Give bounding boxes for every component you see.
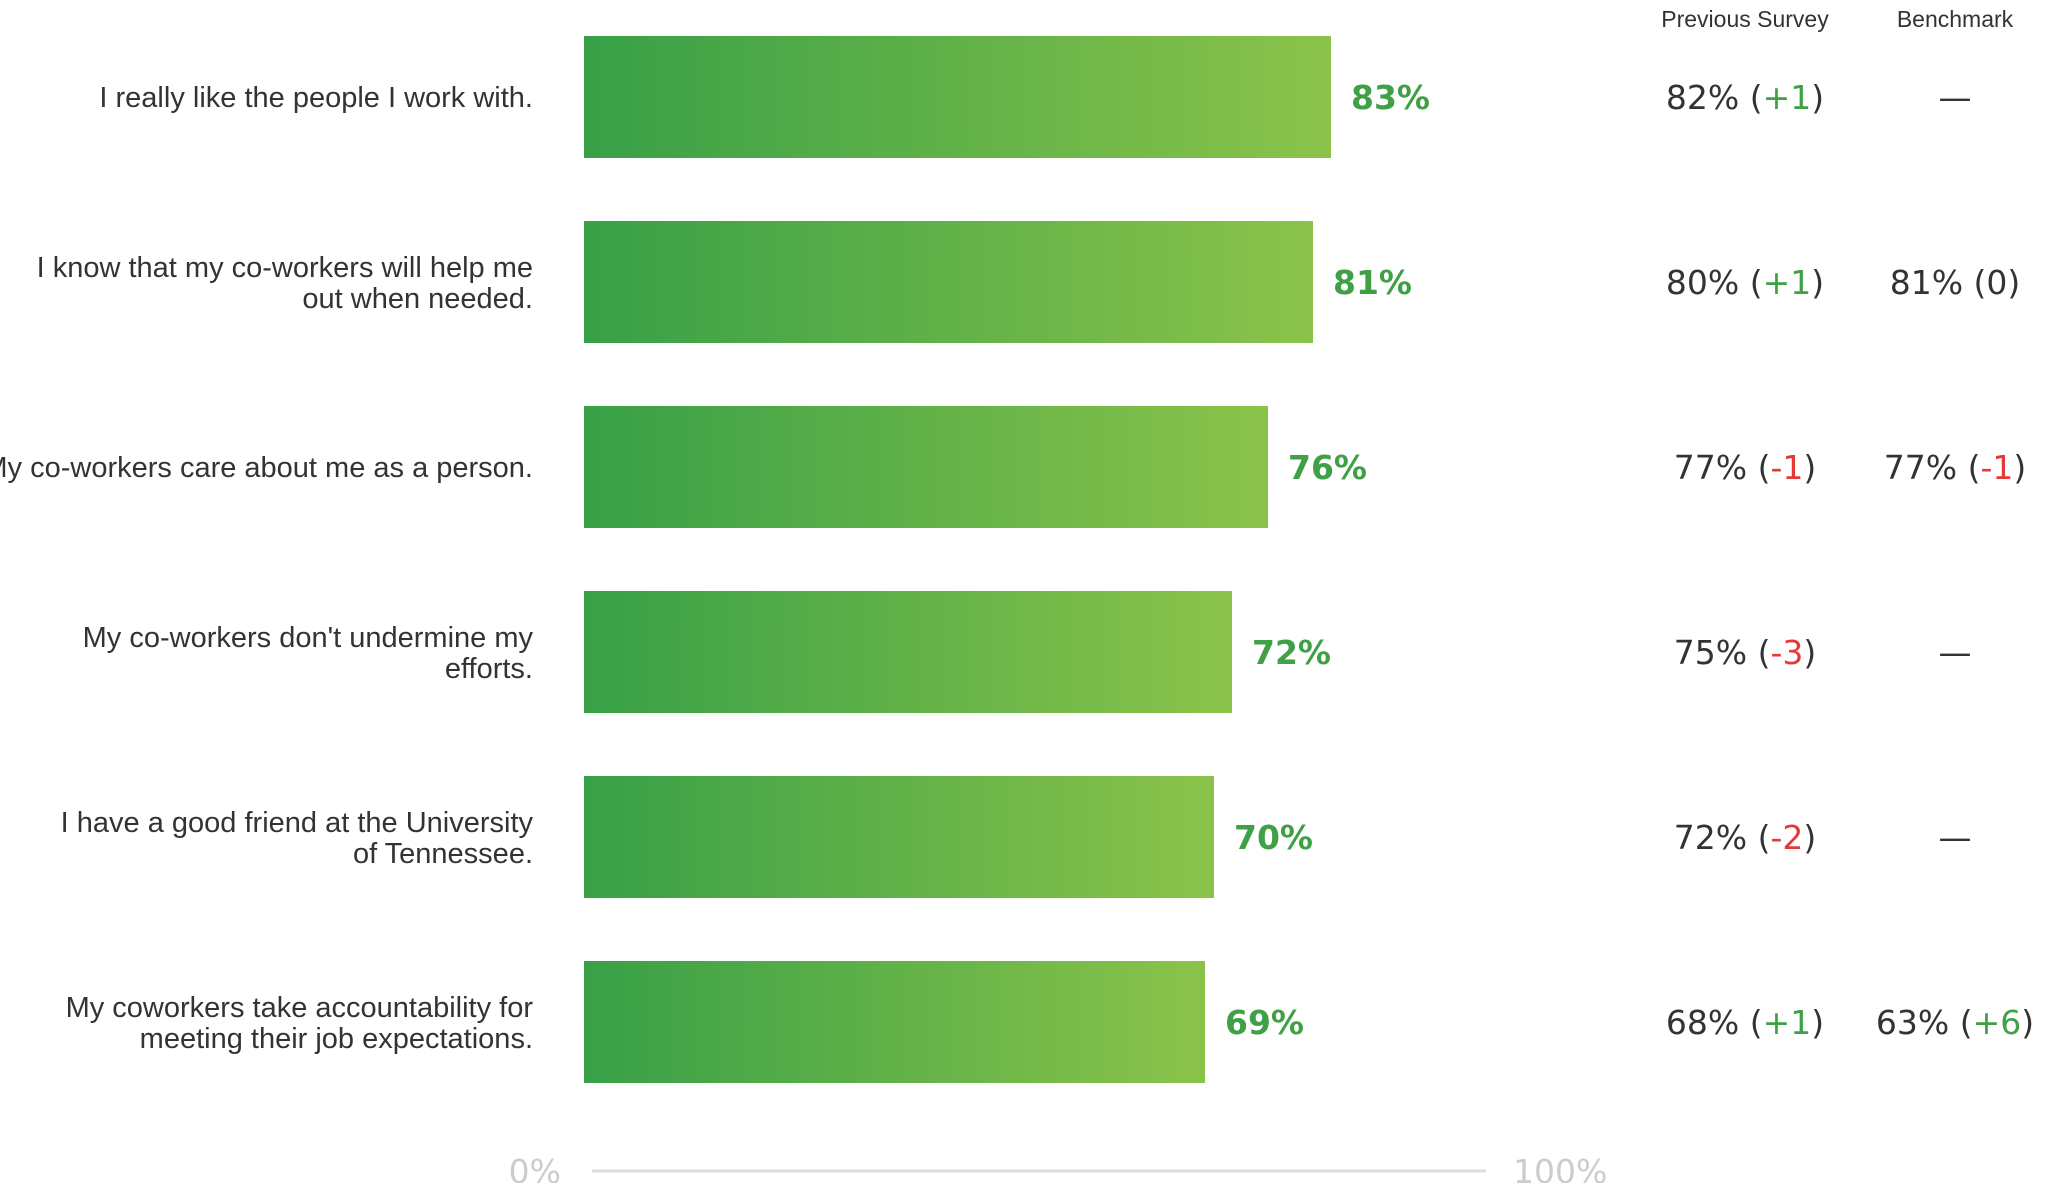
previous-survey-percent: 75% (	[1674, 633, 1771, 672]
bar-value-label: 70%	[1234, 818, 1313, 857]
bar	[584, 591, 1232, 713]
chart-row: I have a good friend at the University of…	[61, 776, 1972, 898]
benchmark-value: 77% (-1)	[1884, 448, 2027, 487]
previous-survey-percent: 77% (	[1674, 448, 1771, 487]
bar-value-label: 83%	[1351, 78, 1430, 117]
category-label: I have a good friend at the University of…	[61, 807, 534, 870]
previous-survey-header: Previous Survey	[1661, 6, 1829, 32]
bar-value-label: 69%	[1225, 1003, 1304, 1042]
previous-survey-value: 77% (-1)	[1674, 448, 1817, 487]
category-label: My coworkers take accountability for meet…	[66, 992, 534, 1055]
chart-row: My co-workers care about me as a person.…	[0, 406, 2026, 528]
previous-survey-value: 82% (+1)	[1666, 78, 1824, 117]
chart-row: My coworkers take accountability for meet…	[66, 961, 2034, 1083]
benchmark-delta: +6	[1973, 1003, 2022, 1042]
benchmark-value: —	[1939, 818, 1972, 857]
benchmark-header: Benchmark	[1897, 6, 2014, 32]
bar-value-label: 76%	[1288, 448, 1367, 487]
category-label: I know that my co-workers will help me ou…	[37, 252, 533, 315]
chart-row: I really like the people I work with. 83%…	[99, 36, 1972, 158]
previous-survey-value: 72% (-2)	[1674, 818, 1817, 857]
chart-rows: I really like the people I work with. 83%…	[0, 36, 2034, 1083]
previous-survey-delta: +1	[1763, 1003, 1812, 1042]
x-axis: 0% 100%	[509, 1152, 1608, 1183]
category-label: My co-workers don't undermine my efforts.	[83, 622, 534, 685]
previous-survey-percent: 68% (	[1666, 1003, 1763, 1042]
previous-survey-delta: -1	[1770, 448, 1803, 487]
previous-survey-percent: 72% (	[1674, 818, 1771, 857]
benchmark-percent: 77% (	[1884, 448, 1981, 487]
benchmark-value: 63% (+6)	[1876, 1003, 2034, 1042]
previous-survey-value: 68% (+1)	[1666, 1003, 1824, 1042]
benchmark-value: 81% (0)	[1890, 263, 2021, 302]
benchmark-value: —	[1939, 78, 1972, 117]
benchmark-value: —	[1939, 633, 1972, 672]
previous-survey-percent: 80% (	[1666, 263, 1763, 302]
x-tick-label: 0%	[509, 1152, 561, 1183]
benchmark-percent: 63% (	[1876, 1003, 1973, 1042]
bar-value-label: 72%	[1252, 633, 1331, 672]
x-tick-label: 100%	[1513, 1152, 1607, 1183]
bar	[584, 36, 1331, 158]
previous-survey-value: 80% (+1)	[1666, 263, 1824, 302]
bar	[584, 961, 1205, 1083]
previous-survey-percent: 82% (	[1666, 78, 1763, 117]
benchmark-delta: -1	[1980, 448, 2013, 487]
previous-survey-delta: -2	[1770, 818, 1803, 857]
category-label: I really like the people I work with.	[99, 82, 533, 114]
previous-survey-delta: +1	[1763, 78, 1812, 117]
bar-value-label: 81%	[1333, 263, 1412, 302]
previous-survey-value: 75% (-3)	[1674, 633, 1817, 672]
bar	[584, 776, 1214, 898]
bar	[584, 221, 1313, 343]
previous-survey-delta: -3	[1770, 633, 1803, 672]
benchmark-delta: 0	[1986, 263, 2007, 302]
bar	[584, 406, 1268, 528]
chart-row: I know that my co-workers will help me ou…	[37, 221, 2021, 343]
benchmark-percent: 81% (	[1890, 263, 1987, 302]
category-label: My co-workers care about me as a person.	[0, 452, 533, 484]
previous-survey-delta: +1	[1763, 263, 1812, 302]
chart-row: My co-workers don't undermine my efforts.…	[83, 591, 1972, 713]
